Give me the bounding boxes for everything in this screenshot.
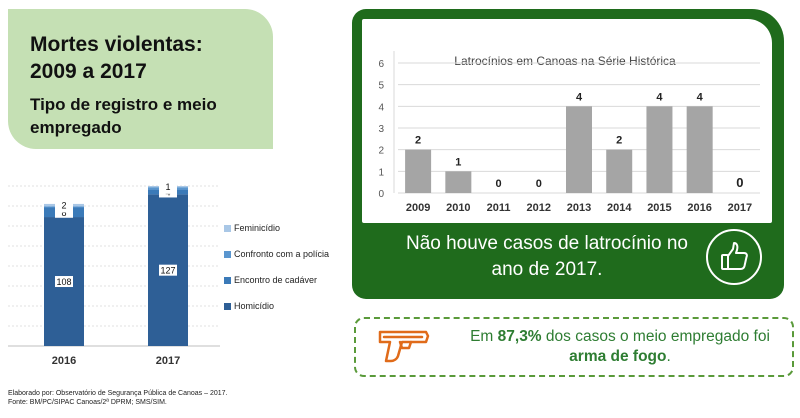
data-label: 2 — [415, 135, 421, 147]
bar — [445, 171, 472, 193]
x-tick-label: 2015 — [647, 202, 671, 214]
x-tick-label: 2010 — [446, 202, 470, 214]
weapon-panel: Em 87,3% dos casos o meio empregado foi … — [354, 317, 794, 377]
data-label: 0 — [495, 178, 501, 190]
x-tick-label: 2012 — [527, 202, 551, 214]
x-tick-label: 2014 — [607, 202, 632, 214]
x-tick-label: 2016 — [687, 202, 711, 214]
subtitle: Tipo de registro e meio empregado — [30, 93, 217, 139]
y-tick-label: 3 — [378, 124, 384, 135]
x-tick-label: 2016 — [52, 355, 76, 367]
bar — [646, 106, 673, 193]
data-label: 4 — [656, 91, 663, 103]
notice-line-1: Não houve casos de latrocínio no — [405, 233, 688, 254]
data-label-box — [159, 264, 177, 276]
chart-title: Latrocínios em Canoas na Série Histórica — [454, 54, 676, 68]
legend-label: Homicídio — [234, 301, 274, 311]
legend-swatch — [224, 277, 231, 284]
bar — [405, 149, 432, 193]
data-label: 1 — [455, 156, 461, 168]
bar — [606, 149, 633, 193]
data-label: 1 — [165, 182, 170, 192]
weapon-text: Em 87,3% dos casos o meio empregado foi … — [460, 327, 780, 367]
bar — [686, 106, 713, 193]
data-label: 108 — [56, 277, 71, 287]
title-panel: Mortes violentas: 2009 a 2017 Tipo de re… — [8, 9, 273, 149]
data-label-box — [55, 199, 73, 211]
x-tick-label: 2017 — [728, 202, 752, 214]
data-label: 2 — [61, 201, 66, 211]
data-label: 0 — [536, 178, 542, 190]
latrocinio-bar-chart: Latrocínios em Canoas na Série Histórica… — [378, 51, 760, 214]
weapon-bold-end: arma de fogo — [569, 348, 667, 365]
title-line-2: 2009 a 2017 — [30, 60, 147, 83]
y-tick-label: 1 — [378, 167, 384, 178]
weapon-middle: dos casos o meio empregado foi — [541, 328, 770, 345]
legend-swatch — [224, 251, 231, 258]
x-tick-label: 2013 — [567, 202, 591, 214]
weapon-suffix: . — [666, 348, 671, 365]
data-label: 127 — [160, 266, 175, 276]
weapon-percent: 87,3% — [497, 328, 542, 345]
subtitle-line-1: Tipo de registro e meio — [30, 95, 217, 114]
bar — [566, 106, 592, 193]
y-tick-label: 4 — [378, 102, 384, 113]
data-label: 4 — [697, 91, 704, 103]
data-label: 0 — [736, 175, 743, 190]
stacked-bar-chart: 10881220161274212017FeminicídioConfronto… — [8, 181, 329, 367]
footnote-line-2: Fonte: BM/PC/SIPAC Canoas/2ª DPRM; SMS/S… — [8, 399, 167, 406]
notice-text: Não houve casos de latrocínio no ano de … — [382, 231, 712, 283]
legend-label: Feminicídio — [234, 223, 280, 233]
weapon-prefix: Em — [470, 328, 498, 345]
data-label: 8 — [61, 208, 66, 218]
thumbs-up-icon — [706, 229, 762, 285]
data-label: 2 — [616, 135, 622, 147]
y-tick-label: 0 — [378, 189, 384, 200]
title-line-1: Mortes violentas: — [30, 33, 203, 56]
y-tick-label: 6 — [378, 59, 384, 70]
pistol-icon — [376, 326, 436, 373]
x-tick-label: 2011 — [487, 202, 511, 214]
x-tick-label: 2009 — [406, 202, 430, 214]
x-tick-label: 2017 — [156, 355, 180, 367]
legend-swatch — [224, 225, 231, 232]
legend-label: Confronto com a polícia — [234, 249, 329, 259]
legend-label: Encontro de cadáver — [234, 275, 317, 285]
notice-line-2: ano de 2017. — [491, 259, 603, 280]
latrocinio-chart-card: Latrocínios em Canoas na Série Histórica… — [362, 19, 772, 223]
title-heading: Mortes violentas: 2009 a 2017 — [30, 31, 203, 85]
data-label-box — [55, 276, 73, 288]
y-tick-label: 2 — [378, 146, 384, 157]
latrocinio-panel: Latrocínios em Canoas na Série Histórica… — [352, 9, 784, 299]
data-label: 4 — [576, 91, 583, 103]
legend-swatch — [224, 303, 231, 310]
footnote: Elaborado por: Observatório de Segurança… — [8, 389, 227, 407]
footnote-line-1: Elaborado por: Observatório de Segurança… — [8, 390, 228, 397]
subtitle-line-2: empregado — [30, 118, 122, 137]
data-label-box — [159, 181, 177, 193]
y-tick-label: 5 — [378, 81, 384, 92]
